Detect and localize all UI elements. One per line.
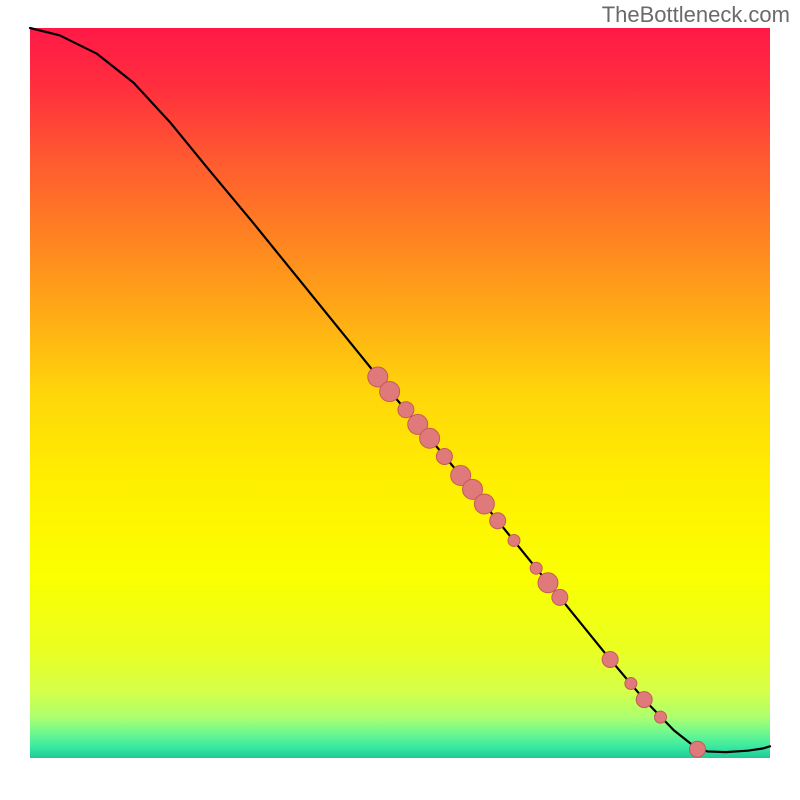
data-marker: [508, 534, 520, 546]
data-marker: [474, 494, 494, 514]
data-marker: [689, 741, 705, 757]
data-marker: [602, 651, 618, 667]
data-marker: [490, 513, 506, 529]
data-marker: [398, 402, 414, 418]
data-marker: [380, 382, 400, 402]
data-marker: [625, 678, 637, 690]
data-marker: [530, 562, 542, 574]
data-marker: [538, 573, 558, 593]
data-marker: [436, 449, 452, 465]
watermark-text: TheBottleneck.com: [602, 2, 790, 28]
data-marker: [552, 589, 568, 605]
data-marker: [654, 711, 666, 723]
data-marker: [420, 428, 440, 448]
bottleneck-chart: [0, 0, 800, 800]
chart-container: [0, 0, 800, 800]
data-marker: [636, 692, 652, 708]
